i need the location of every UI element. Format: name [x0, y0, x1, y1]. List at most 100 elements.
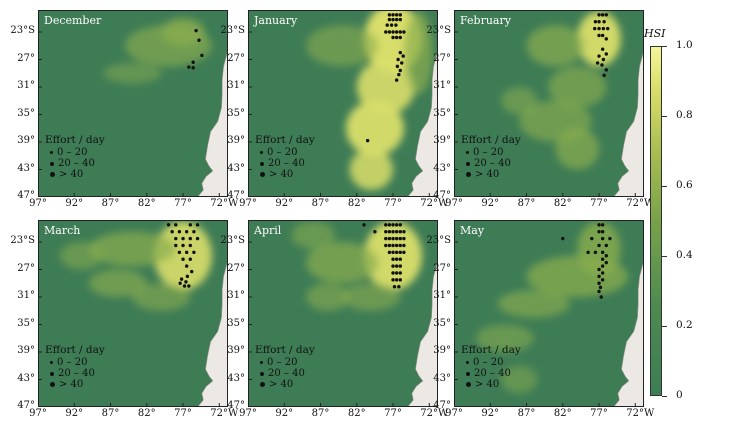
fishing-effort-dot — [394, 257, 399, 261]
fishing-effort-dot — [394, 271, 399, 275]
lat-tick-label: 47° — [227, 400, 245, 411]
fishing-effort-dot — [597, 229, 601, 234]
fishing-effort-dot — [600, 271, 605, 275]
map-panel-january: January Effort / day 0 – 20 20 – 40 > 40 — [248, 10, 438, 197]
legend-label: > 40 — [475, 169, 500, 180]
fishing-effort-dot — [595, 61, 600, 65]
colorbar-tick-label: 0.6 — [676, 179, 693, 191]
fishing-effort-dot — [391, 257, 395, 261]
colorbar-tick-mark — [662, 46, 667, 47]
legend-item: 0 – 20 — [45, 357, 105, 368]
fishing-effort-dot — [398, 50, 402, 55]
fishing-effort-dot — [398, 68, 402, 73]
legend-dot-icon — [466, 371, 470, 376]
fishing-effort-dot — [373, 229, 377, 234]
colorbar-tick-label: 0.8 — [676, 109, 693, 121]
fishing-effort-dot — [398, 278, 402, 282]
fishing-effort-dot — [392, 284, 397, 289]
map-panel-march: March Effort / day 0 – 20 20 – 40 > 40 — [38, 220, 228, 407]
lat-tick-label: 43° — [433, 162, 451, 174]
legend-label: > 40 — [269, 169, 294, 180]
fishing-effort-dot — [597, 33, 601, 38]
fishing-effort-dot — [385, 23, 389, 27]
colorbar-tick-mark — [662, 116, 667, 117]
lat-tick-label: 43° — [227, 162, 245, 174]
fishing-effort-dot — [398, 17, 402, 22]
legend-dot-icon — [50, 361, 53, 364]
lat-tick-label: 39° — [227, 345, 245, 356]
fishing-effort-dot — [387, 223, 392, 227]
fishing-effort-dot — [601, 57, 606, 62]
legend-label: > 40 — [59, 379, 84, 390]
legend-dot-icon — [260, 161, 264, 166]
fishing-effort-dot — [391, 30, 395, 34]
lat-tick-label: 43° — [17, 162, 35, 174]
fishing-effort-dot — [597, 223, 601, 227]
fishing-effort-dot — [166, 223, 171, 227]
legend-item: > 40 — [461, 169, 521, 180]
coastline-land — [197, 220, 228, 407]
fishing-effort-dot — [184, 264, 189, 268]
legend-dot-icon — [466, 161, 470, 166]
fishing-effort-dot — [397, 72, 401, 77]
fishing-effort-dot — [602, 73, 606, 78]
hsi-patch — [501, 87, 538, 115]
fishing-effort-dot — [600, 63, 604, 67]
coastline-land — [197, 10, 228, 197]
legend-dot-icon — [466, 361, 469, 364]
map-panel-december: December Effort / day 0 – 20 20 – 40 > 40 — [38, 10, 228, 197]
lat-tick-label: 31° — [227, 80, 245, 91]
hsi-patch — [88, 269, 147, 297]
lat-tick-label: 35° — [17, 317, 35, 329]
lat-tick-label: 39° — [433, 345, 451, 356]
lon-tick-label: 82° — [347, 198, 366, 209]
fishing-effort-dot — [178, 281, 182, 285]
lon-tick-label: 77° — [384, 198, 402, 209]
legend-label: 0 – 20 — [57, 147, 88, 158]
hsi-patch — [349, 148, 394, 191]
hsi-patch — [577, 11, 621, 67]
fishing-effort-dot — [177, 250, 182, 255]
legend-label: 0 – 20 — [57, 357, 88, 368]
fishing-effort-dot — [593, 19, 598, 24]
legend-label: > 40 — [475, 379, 500, 390]
fishing-effort-dot — [600, 223, 605, 227]
fishing-effort-dot — [185, 274, 190, 279]
hsi-field — [291, 221, 423, 311]
lat-tick-label: 47° — [17, 190, 35, 201]
fishing-effort-dot — [601, 26, 606, 31]
fishing-effort-dot — [394, 13, 399, 17]
panel-title: March — [44, 224, 81, 237]
legend-item: 20 – 40 — [45, 158, 105, 169]
lat-tick-label: 47° — [17, 400, 35, 411]
fishing-effort-dot — [182, 284, 187, 288]
legend-item: > 40 — [255, 379, 315, 390]
hsi-patch — [555, 128, 600, 170]
lat-tick-label: 23°S — [10, 235, 35, 246]
panel-title: February — [460, 14, 511, 27]
legend-item: 0 – 20 — [255, 357, 315, 368]
lat-tick-label: 27° — [17, 262, 35, 274]
lon-tick-label: 87° — [517, 198, 536, 209]
legend-label: 0 – 20 — [267, 147, 298, 158]
fishing-effort-dot — [394, 30, 399, 34]
legend-label: 20 – 40 — [268, 368, 305, 379]
fishing-effort-dot — [597, 274, 601, 279]
fishing-effort-dot — [387, 229, 392, 234]
hsi-patch — [501, 365, 538, 394]
lat-tick-label: 27° — [227, 52, 245, 64]
lat-tick-label: 31° — [227, 290, 245, 301]
fishing-effort-dot — [391, 250, 395, 255]
legend-label: 20 – 40 — [268, 158, 305, 169]
lon-tick-label: 77° — [174, 198, 192, 209]
hsi-patch — [526, 25, 585, 67]
map-panel-may: May Effort / day 0 – 20 20 – 40 > 40 — [454, 220, 644, 407]
legend-label: > 40 — [59, 169, 84, 180]
hsi-patch — [88, 231, 176, 267]
map-canvas — [248, 10, 438, 197]
map-canvas — [38, 10, 228, 197]
fishing-effort-dot — [394, 264, 399, 268]
hsi-patch — [59, 242, 104, 270]
legend-dot-icon — [466, 382, 471, 387]
